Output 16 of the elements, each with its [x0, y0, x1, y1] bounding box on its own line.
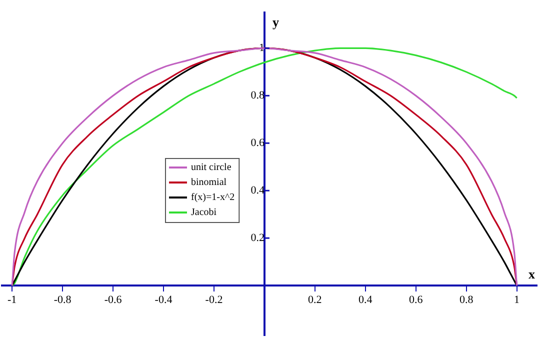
x-tick-label: 0.8 [459, 294, 474, 306]
x-tick-label: -1 [8, 294, 17, 306]
legend-label: unit circle [191, 162, 232, 174]
x-axis-title: x [528, 266, 536, 282]
x-tick-label: -0.6 [104, 294, 122, 306]
x-tick-label: 0.6 [408, 294, 424, 306]
legend-label: binomial [191, 177, 227, 188]
y-axis-title: y [272, 14, 280, 30]
x-tick-label: 0.4 [358, 294, 373, 306]
legend-label: Jacobi [191, 207, 217, 218]
x-tick-label: 0.2 [308, 294, 322, 306]
x-tick-label: -0.4 [154, 294, 173, 306]
x-tick-label: -0.8 [54, 294, 72, 306]
x-tick-label: 1 [514, 294, 520, 306]
legend-label: f(x)=1-x^2 [191, 192, 235, 204]
x-tick-label: -0.2 [205, 294, 223, 306]
